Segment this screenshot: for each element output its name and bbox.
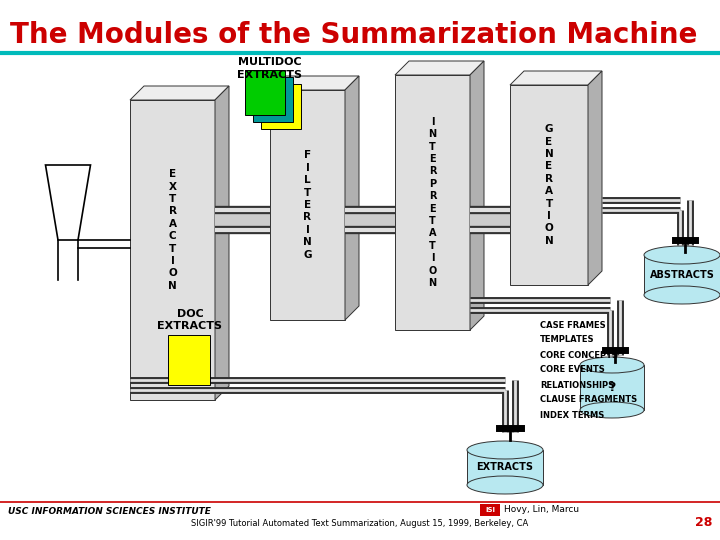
Text: CORE CONCEPTS: CORE CONCEPTS: [540, 350, 618, 360]
Polygon shape: [470, 210, 510, 230]
Polygon shape: [253, 77, 293, 122]
Text: SIGIR'99 Tutorial Automated Text Summarization, August 15, 1999, Berkeley, CA: SIGIR'99 Tutorial Automated Text Summari…: [192, 518, 528, 528]
Text: DOC
EXTRACTS: DOC EXTRACTS: [158, 309, 222, 331]
Ellipse shape: [644, 286, 720, 304]
Text: EXTRACTS: EXTRACTS: [477, 462, 534, 472]
Polygon shape: [45, 165, 91, 240]
Polygon shape: [580, 365, 644, 410]
Polygon shape: [588, 71, 602, 285]
Text: ABSTRACTS: ABSTRACTS: [649, 270, 714, 280]
Polygon shape: [270, 76, 359, 90]
Polygon shape: [510, 71, 602, 85]
Text: G
E
N
E
R
A
T
I
O
N: G E N E R A T I O N: [544, 124, 554, 246]
Polygon shape: [345, 210, 395, 230]
Text: RELATIONSHIPS: RELATIONSHIPS: [540, 381, 614, 389]
Polygon shape: [470, 61, 484, 330]
Text: The Modules of the Summarization Machine: The Modules of the Summarization Machine: [10, 21, 698, 49]
Text: TEMPLATES: TEMPLATES: [540, 335, 595, 345]
Polygon shape: [270, 90, 345, 320]
Text: ISI: ISI: [485, 507, 495, 513]
Text: CORE EVENTS: CORE EVENTS: [540, 366, 605, 375]
Polygon shape: [395, 61, 484, 75]
Polygon shape: [395, 75, 470, 330]
Text: CASE FRAMES: CASE FRAMES: [540, 321, 606, 329]
Polygon shape: [215, 210, 270, 230]
Text: F
I
L
T
E
R
I
N
G: F I L T E R I N G: [303, 151, 312, 260]
Ellipse shape: [580, 402, 644, 418]
Polygon shape: [345, 76, 359, 320]
Ellipse shape: [467, 476, 543, 494]
Text: EXTRACTS: EXTRACTS: [238, 70, 302, 80]
Text: CLAUSE FRAGMENTS: CLAUSE FRAGMENTS: [540, 395, 637, 404]
Ellipse shape: [467, 441, 543, 459]
Ellipse shape: [580, 357, 644, 373]
Text: Hovy, Lin, Marcu: Hovy, Lin, Marcu: [504, 505, 579, 515]
Text: I
N
T
E
R
P
R
E
T
A
T
I
O
N: I N T E R P R E T A T I O N: [428, 117, 436, 288]
Polygon shape: [261, 84, 301, 129]
Polygon shape: [480, 504, 500, 516]
Polygon shape: [130, 86, 229, 100]
Polygon shape: [130, 100, 215, 400]
Text: MULTIDOC: MULTIDOC: [238, 57, 302, 67]
Text: 28: 28: [695, 516, 712, 530]
Polygon shape: [510, 85, 588, 285]
Ellipse shape: [644, 246, 720, 264]
Polygon shape: [168, 335, 210, 385]
Polygon shape: [644, 255, 720, 295]
Text: INDEX TERMS: INDEX TERMS: [540, 410, 604, 420]
Text: E
X
T
R
A
C
T
I
O
N: E X T R A C T I O N: [168, 169, 177, 291]
Polygon shape: [467, 450, 543, 485]
Text: ?: ?: [608, 381, 616, 394]
Polygon shape: [215, 86, 229, 400]
Text: USC INFORMATION SCIENCES INSTITUTE: USC INFORMATION SCIENCES INSTITUTE: [8, 508, 211, 516]
Polygon shape: [245, 70, 285, 115]
